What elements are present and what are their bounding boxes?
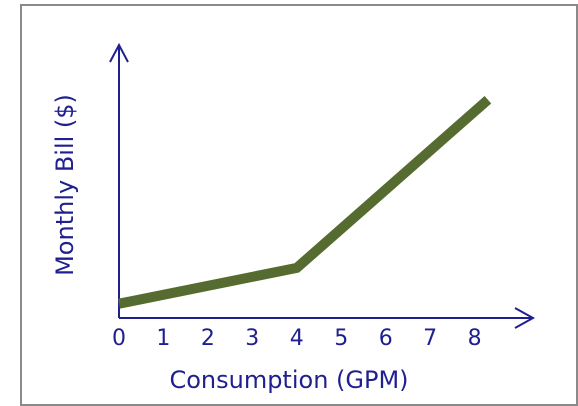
y-axis-title: Monthly Bill ($) <box>51 94 79 276</box>
x-tick-label: 0 <box>112 326 126 351</box>
chart-frame <box>20 4 578 406</box>
x-tick-label: 6 <box>379 326 393 351</box>
x-tick-label: 7 <box>423 326 437 351</box>
series-line-0 <box>118 95 492 309</box>
axes <box>109 42 536 329</box>
series-layer <box>118 95 492 309</box>
x-axis-arrowhead <box>514 307 536 329</box>
x-tick-label: 1 <box>156 326 170 351</box>
x-tick-label: 8 <box>468 326 482 351</box>
x-axis-title: Consumption (GPM) <box>169 366 408 394</box>
x-tick-label: 5 <box>334 326 348 351</box>
x-tick-labels: 0 1 2 3 4 5 6 7 8 <box>112 326 482 351</box>
x-tick-label: 3 <box>245 326 259 351</box>
y-axis-arrowhead <box>109 42 129 63</box>
x-tick-label: 4 <box>290 326 304 351</box>
x-tick-label: 2 <box>201 326 215 351</box>
